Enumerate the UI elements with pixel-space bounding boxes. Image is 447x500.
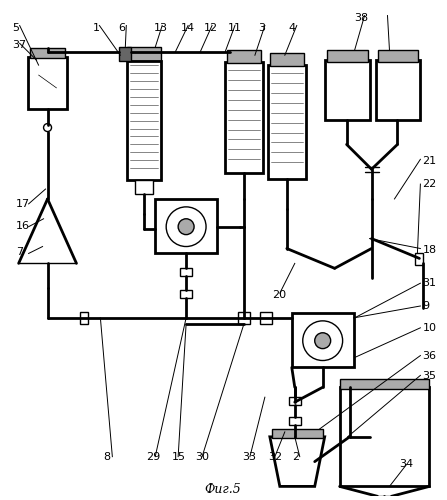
Text: 22: 22 [422,179,437,189]
Text: 18: 18 [422,244,437,254]
Bar [292,313,354,368]
Text: 16: 16 [16,221,30,231]
Bar [225,62,263,173]
Bar [327,50,367,62]
Text: 31: 31 [422,278,436,288]
Bar [180,268,192,276]
Text: 36: 36 [422,350,436,360]
Text: 37: 37 [13,40,27,50]
Bar [127,61,161,180]
Text: 21: 21 [422,156,437,166]
Bar [268,65,306,179]
Bar [375,60,420,120]
Text: 29: 29 [146,452,160,462]
Text: 14: 14 [181,22,195,32]
Text: 9: 9 [422,301,430,311]
Bar [30,48,66,58]
Text: 33: 33 [242,452,256,462]
Bar [127,48,161,61]
Bar [289,397,301,405]
Bar [260,312,272,324]
Text: 11: 11 [228,22,242,32]
Bar [289,417,301,425]
Text: 34: 34 [400,458,413,468]
Text: 5: 5 [13,22,20,32]
Text: 38: 38 [354,12,369,22]
Circle shape [166,207,206,246]
Circle shape [43,124,51,132]
Bar [80,312,89,324]
Bar [340,388,430,486]
Bar [325,60,370,120]
Bar [135,180,153,194]
Bar [28,57,67,108]
Bar [238,312,250,324]
Text: 7: 7 [16,246,23,256]
Bar [227,50,261,63]
Text: 13: 13 [154,22,168,32]
Text: 6: 6 [118,22,125,32]
Text: 20: 20 [272,290,286,300]
Circle shape [315,333,331,348]
Text: 8: 8 [103,452,110,462]
Text: 35: 35 [422,372,436,382]
Circle shape [303,321,343,360]
Bar [340,380,430,390]
Bar [155,199,217,254]
Text: 3: 3 [258,22,265,32]
Text: 1: 1 [93,22,99,32]
Bar [415,254,423,266]
Bar [270,53,304,66]
Polygon shape [270,437,325,486]
Bar [378,50,418,62]
Text: 12: 12 [204,22,218,32]
Text: 4: 4 [289,22,296,32]
Bar [180,290,192,298]
Text: 10: 10 [422,323,436,333]
Text: 17: 17 [16,199,30,209]
Text: 15: 15 [172,452,186,462]
Bar [119,48,131,61]
Text: Фиг.5: Фиг.5 [205,484,241,496]
Text: 2: 2 [292,452,299,462]
Text: 30: 30 [195,452,209,462]
Bar [272,429,323,438]
Circle shape [178,219,194,234]
Text: 32: 32 [268,452,282,462]
